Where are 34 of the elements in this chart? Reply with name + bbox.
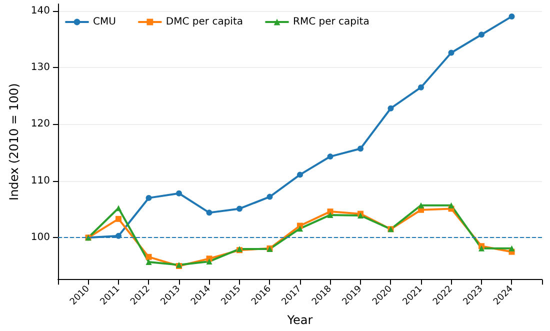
legend-label: RMC per capita [293, 16, 370, 28]
point [146, 254, 152, 260]
y-tick-label: 130 [30, 62, 50, 74]
point [327, 208, 334, 215]
point [266, 194, 273, 200]
point [478, 32, 484, 38]
point [115, 216, 122, 222]
legend-label: DMC per capita [166, 16, 244, 28]
point [236, 206, 242, 212]
point [448, 50, 454, 56]
point [418, 202, 424, 208]
point [115, 232, 122, 239]
point [388, 105, 394, 112]
point [206, 258, 212, 264]
y-tick-label: 100 [30, 232, 50, 244]
point [358, 146, 364, 152]
y-axis-title: Index (2010 = 100) [7, 83, 21, 200]
point [176, 190, 182, 196]
point [508, 245, 515, 252]
y-tick-label: 140 [30, 5, 50, 16]
point [418, 84, 424, 90]
point [448, 202, 454, 208]
point [327, 212, 334, 218]
point [146, 259, 152, 266]
x-axis-title: Year [286, 313, 313, 327]
point [296, 226, 303, 232]
point [297, 172, 303, 178]
point [206, 210, 212, 216]
y-tick-label: 110 [30, 175, 50, 186]
point [146, 194, 152, 201]
point [508, 13, 515, 20]
point [327, 154, 334, 160]
y-tick-label: 120 [30, 118, 50, 130]
legend-label: CMU [93, 16, 116, 28]
